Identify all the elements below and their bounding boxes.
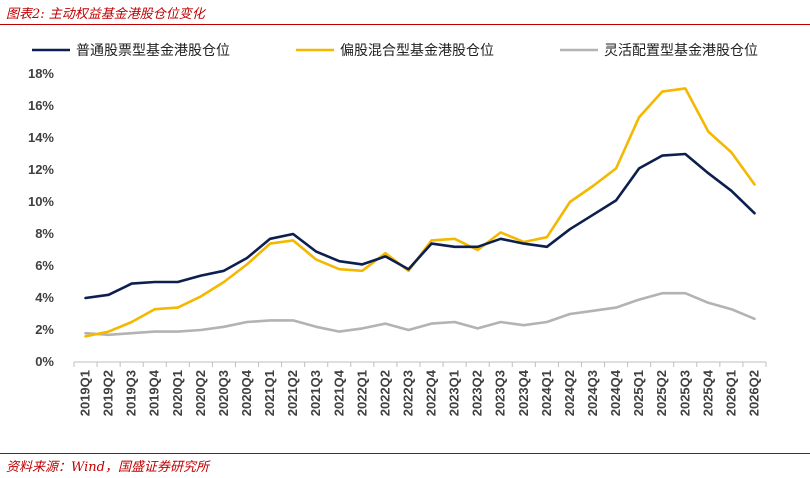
figure-title: 图表2: 主动权益基金港股仓位变化	[6, 7, 205, 22]
legend-label: 普通股票型基金港股仓位	[76, 42, 230, 59]
x-tick-label: 2020Q3	[216, 370, 231, 416]
x-tick-label: 2020Q2	[193, 370, 208, 416]
series-lines	[84, 87, 756, 338]
x-tick-label: 2026Q2	[746, 370, 761, 416]
x-tick-label: 2023Q4	[516, 369, 531, 416]
y-tick-label: 16%	[28, 98, 54, 113]
x-tick-label: 2023Q2	[470, 370, 485, 416]
legend-label: 灵活配置型基金港股仓位	[604, 42, 758, 59]
x-tick-label: 2021Q4	[331, 369, 346, 416]
x-tick-label: 2025Q1	[631, 370, 646, 416]
x-tick-label: 2024Q4	[608, 369, 623, 416]
x-tick-label: 2019Q3	[124, 370, 139, 416]
x-tick-label: 2024Q1	[539, 370, 554, 416]
x-tick-label: 2024Q2	[562, 370, 577, 416]
x-tick-label: 2020Q1	[170, 370, 185, 416]
x-tick-label: 2019Q2	[101, 370, 116, 416]
x-tick-label: 2021Q1	[262, 370, 277, 416]
x-tick-label: 2022Q4	[424, 369, 439, 416]
x-tick-label: 2025Q3	[677, 370, 692, 416]
title-divider	[0, 24, 810, 25]
chart-legend: 普通股票型基金港股仓位 偏股混合型基金港股仓位 灵活配置型基金港股仓位	[32, 42, 758, 59]
series-line	[84, 87, 756, 338]
line-chart: 普通股票型基金港股仓位 偏股混合型基金港股仓位 灵活配置型基金港股仓位 0% 2% 4%…	[28, 42, 767, 416]
x-tick-label: 2019Q4	[147, 369, 162, 416]
x-tick-label: 2023Q1	[447, 370, 462, 416]
x-tick-label: 2021Q3	[308, 370, 323, 416]
y-axis: 0% 2% 4% 6% 8% 10% 12% 14% 16% 18%	[28, 66, 54, 369]
x-tick-label: 2022Q3	[400, 370, 415, 416]
x-tick-label: 2023Q3	[493, 370, 508, 416]
source-divider	[0, 453, 810, 454]
source-note: 资料来源：Wind，国盛证券研究所	[6, 460, 209, 475]
y-tick-label: 8%	[35, 226, 54, 241]
x-tick-label: 2025Q2	[654, 370, 669, 416]
y-tick-label: 14%	[28, 130, 54, 145]
x-axis: 2019Q1 2019Q2 2019Q3 2019Q4 2020Q1 2020Q2 2020…	[73, 361, 767, 416]
x-tick-label: 2025Q4	[700, 369, 715, 416]
y-tick-label: 0%	[35, 354, 54, 369]
x-tick-label: 2022Q1	[354, 370, 369, 416]
y-tick-label: 6%	[35, 258, 54, 273]
y-tick-label: 10%	[28, 194, 54, 209]
x-tick-label: 2026Q1	[723, 370, 738, 416]
legend-label: 偏股混合型基金港股仓位	[340, 42, 494, 59]
x-tick-label: 2021Q2	[285, 370, 300, 416]
x-tick-label: 2022Q2	[377, 370, 392, 416]
x-tick-label: 2024Q3	[585, 370, 600, 416]
y-tick-label: 2%	[35, 322, 54, 337]
x-tick-label: 2020Q4	[239, 369, 254, 416]
series-line	[84, 152, 756, 300]
series-line	[84, 291, 756, 337]
x-tick-label: 2019Q1	[78, 370, 93, 416]
y-tick-label: 18%	[28, 66, 54, 81]
y-tick-label: 4%	[35, 290, 54, 305]
y-tick-label: 12%	[28, 162, 54, 177]
